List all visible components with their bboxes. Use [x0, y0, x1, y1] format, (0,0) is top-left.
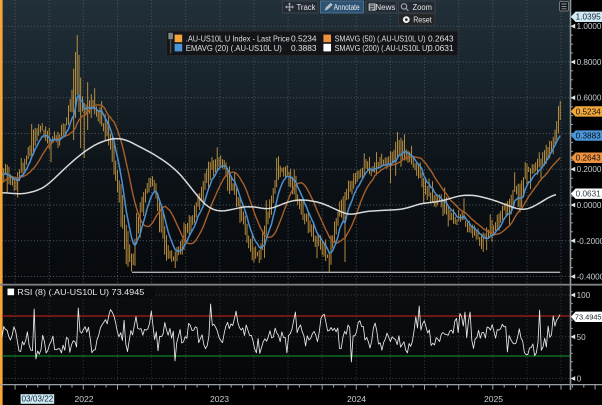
svg-text:SMAVG (200) (.AU-US10L U): SMAVG (200) (.AU-US10L U): [335, 43, 430, 53]
svg-text:1.0395: 1.0395: [576, 13, 601, 22]
svg-text:.AU-US10L U Index - Last Price: .AU-US10L U Index - Last Price: [186, 34, 290, 44]
svg-text:2023: 2023: [210, 394, 229, 404]
svg-text:0.5234: 0.5234: [291, 34, 317, 44]
svg-text:2025: 2025: [484, 394, 503, 404]
svg-text:-0.2000: -0.2000: [577, 237, 602, 246]
svg-text:EMAVG (20) (.AU-US10L U): EMAVG (20) (.AU-US10L U): [186, 43, 282, 53]
svg-text:50: 50: [577, 333, 587, 342]
svg-text:0.0631: 0.0631: [576, 190, 601, 199]
svg-text:Zoom: Zoom: [413, 2, 433, 12]
svg-text:73.4945: 73.4945: [575, 313, 602, 322]
svg-text:RSI (8) (.AU-US10L U) 73.4945: RSI (8) (.AU-US10L U) 73.4945: [17, 287, 144, 297]
svg-text:0.0631: 0.0631: [428, 43, 454, 53]
svg-text:0.3883: 0.3883: [576, 131, 601, 140]
svg-text:2022: 2022: [74, 394, 93, 404]
svg-text:Reset: Reset: [413, 15, 432, 25]
svg-text:0.2643: 0.2643: [576, 154, 601, 163]
svg-text:0: 0: [577, 375, 582, 384]
svg-text:100: 100: [577, 291, 591, 300]
svg-text:0.8000: 0.8000: [577, 58, 602, 67]
svg-text:03/03/22: 03/03/22: [21, 395, 53, 404]
svg-text:SMAVG (50) (.AU-US10L U): SMAVG (50) (.AU-US10L U): [335, 34, 426, 44]
svg-text:1.0000: 1.0000: [577, 22, 602, 31]
svg-text:0.0000: 0.0000: [577, 201, 602, 210]
svg-text:Annotate: Annotate: [334, 2, 360, 12]
svg-text:0.6000: 0.6000: [577, 94, 602, 103]
svg-text:2024: 2024: [347, 394, 366, 404]
svg-text:News: News: [375, 2, 395, 12]
svg-text:0.2643: 0.2643: [428, 34, 454, 44]
svg-text:Track: Track: [297, 2, 317, 12]
svg-text:0.5234: 0.5234: [576, 107, 601, 116]
svg-text:0.2000: 0.2000: [577, 165, 602, 174]
svg-text:-0.4000: -0.4000: [577, 273, 602, 282]
svg-text:0.3883: 0.3883: [291, 43, 317, 53]
